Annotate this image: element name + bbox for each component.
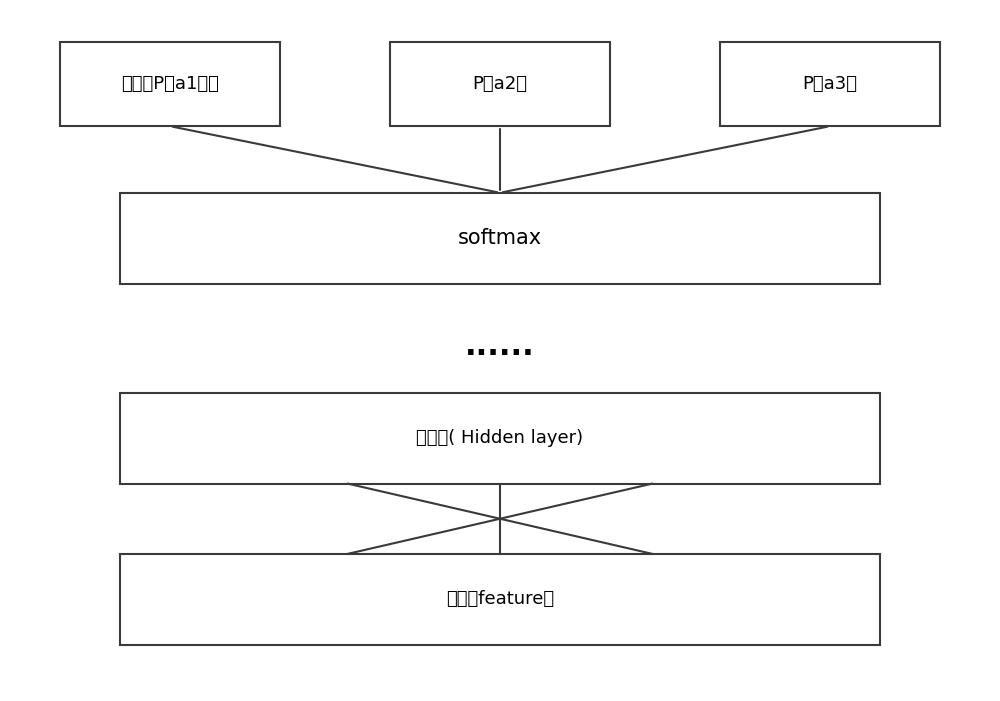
Text: P（a2）: P（a2） [473,75,528,93]
Text: 特征（feature）: 特征（feature） [446,590,554,608]
FancyBboxPatch shape [120,193,880,284]
FancyBboxPatch shape [390,42,610,126]
Text: softmax: softmax [458,229,542,248]
FancyBboxPatch shape [120,393,880,484]
FancyBboxPatch shape [60,42,280,126]
Text: ......: ...... [465,332,535,362]
Text: 概率（P（a1））: 概率（P（a1）） [121,75,219,93]
Text: P（a3）: P（a3） [802,75,858,93]
Text: 隐含层( Hidden layer): 隐含层( Hidden layer) [416,429,584,447]
FancyBboxPatch shape [720,42,940,126]
FancyBboxPatch shape [120,554,880,645]
